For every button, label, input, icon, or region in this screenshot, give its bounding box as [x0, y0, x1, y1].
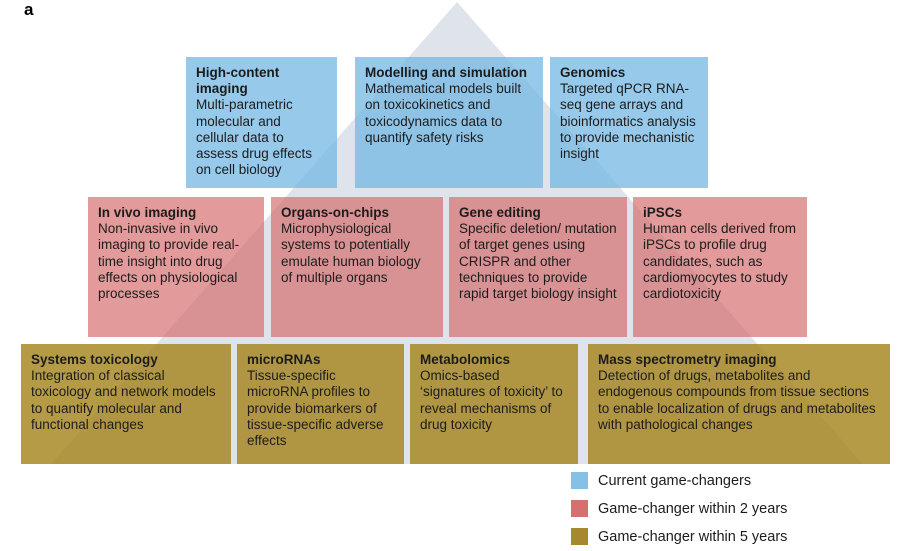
box-high-content-imaging: High-content imaging Multi-parametric mo… [186, 57, 337, 188]
box-body: Specific deletion/ mutation of target ge… [459, 221, 617, 301]
box-body: Multi-parametric molecular and cellular … [196, 97, 313, 178]
legend: Current game-changers Game-changer withi… [571, 472, 787, 551]
box-body: Human cells derived from iPSCs to profil… [643, 221, 797, 301]
box-body: Targeted qPCR RNA-seq gene arrays and bi… [560, 81, 696, 161]
box-title: Organs-on-chips [281, 205, 390, 220]
legend-swatch-gold [571, 528, 588, 545]
box-title: Modelling and simulation [365, 65, 527, 80]
box-body: Detection of drugs, metabolites and endo… [598, 368, 876, 432]
box-ipscs: iPSCs Human cells derived from iPSCs to … [633, 197, 807, 337]
legend-item-5-years: Game-changer within 5 years [571, 528, 787, 545]
box-title: Gene editing [459, 205, 541, 220]
box-body: Microphysiological systems to potentiall… [281, 221, 421, 285]
legend-label: Game-changer within 5 years [598, 528, 788, 545]
box-body: Mathematical models built on toxicokinet… [365, 81, 522, 145]
box-modelling-and-simulation: Modelling and simulation Mathematical mo… [355, 57, 543, 188]
box-mass-spectrometry-imaging: Mass spectrometry imaging Detection of d… [588, 344, 890, 464]
box-body: Omics-based ‘signatures of toxicity’ to … [420, 368, 563, 432]
box-title: Mass spectrometry imaging [598, 352, 777, 367]
box-body: Integration of classical toxicology and … [31, 368, 216, 432]
box-micrornas: microRNAs Tissue-specific microRNA profi… [237, 344, 404, 464]
legend-label: Game-changer within 2 years [598, 500, 788, 517]
box-body: Tissue-specific microRNA profiles to pro… [247, 368, 384, 448]
box-metabolomics: Metabolomics Omics-based ‘signatures of … [410, 344, 578, 464]
box-title: iPSCs [643, 205, 683, 220]
box-organs-on-chips: Organs-on-chips Microphysiological syste… [271, 197, 443, 337]
legend-swatch-red [571, 500, 588, 517]
legend-item-current: Current game-changers [571, 472, 787, 489]
panel-label: a [24, 0, 34, 19]
box-title: microRNAs [247, 352, 321, 367]
box-title: In vivo imaging [98, 205, 197, 220]
box-gene-editing: Gene editing Specific deletion/ mutation… [449, 197, 627, 337]
box-title: Metabolomics [420, 352, 511, 367]
box-in-vivo-imaging: In vivo imaging Non-invasive in vivo ima… [88, 197, 264, 337]
box-title: High-content imaging [196, 65, 280, 97]
box-body: Non-invasive in vivo imaging to provide … [98, 221, 240, 301]
legend-swatch-blue [571, 472, 588, 489]
box-systems-toxicology: Systems toxicology Integration of classi… [21, 344, 231, 464]
box-genomics: Genomics Targeted qPCR RNA-seq gene arra… [550, 57, 708, 188]
legend-label: Current game-changers [598, 472, 752, 489]
box-title: Systems toxicology [31, 352, 158, 367]
legend-item-2-years: Game-changer within 2 years [571, 500, 787, 517]
box-title: Genomics [560, 65, 626, 80]
